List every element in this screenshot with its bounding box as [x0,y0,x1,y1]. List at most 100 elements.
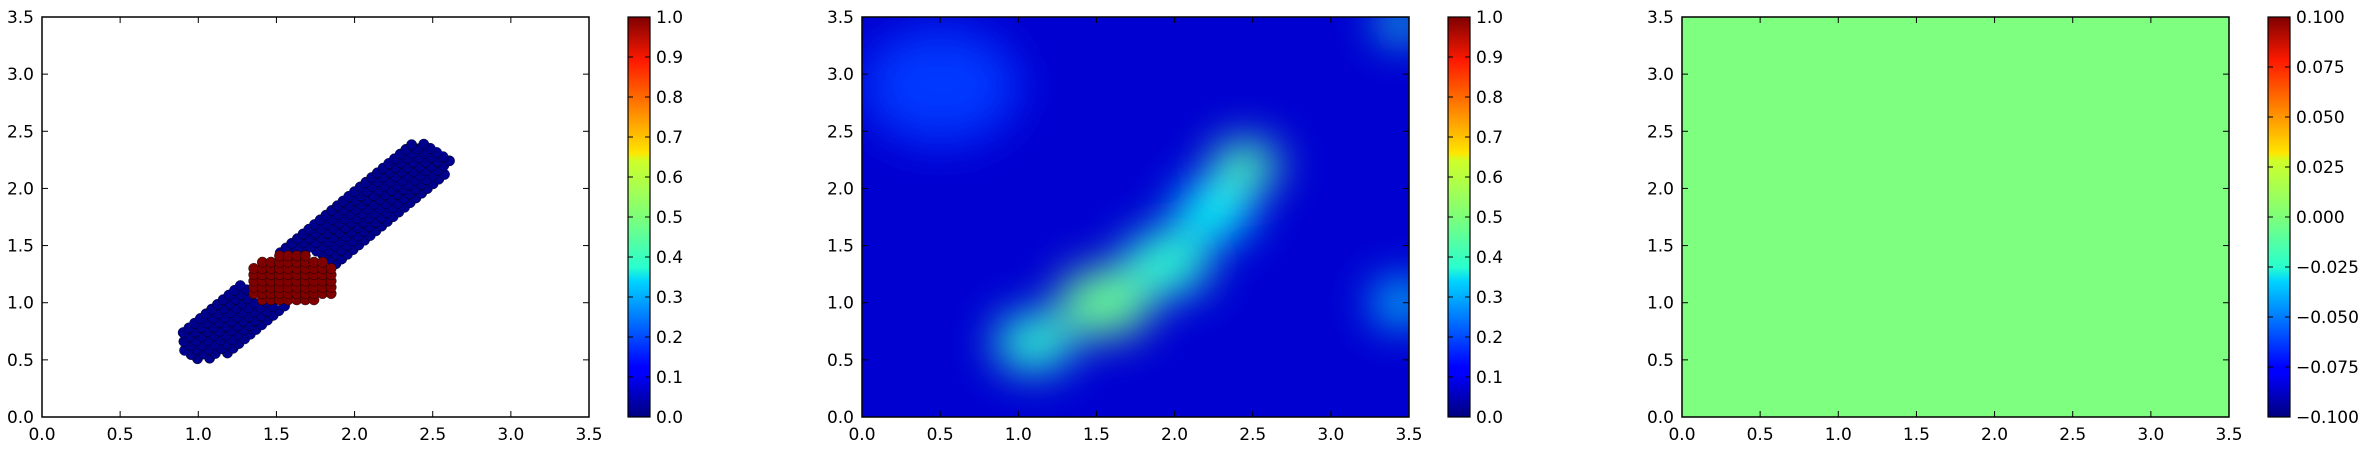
colorbar-tick-label: 0.1 [656,368,683,388]
field-blob [862,28,1019,143]
colorbar-tick-label: −0.100 [2296,408,2359,428]
y-tick-label: 0.0 [7,408,34,428]
colorbar-tick-label: 0.6 [1476,168,1503,188]
x-tick-label: 1.5 [1083,425,1110,445]
colorbar-tick-label: 0.2 [1476,328,1503,348]
colorbar-tick-label: 0.6 [656,168,683,188]
x-tick-label: 0.0 [28,425,55,445]
y-tick-label: 3.5 [1647,8,1674,28]
x-tick-label: 0.0 [1668,425,1695,445]
scatter-point-high [325,263,337,274]
x-tick-label: 2.0 [1981,425,2008,445]
colorbar-tick-label: 0.3 [1476,288,1503,308]
colorbar-gradient [2268,17,2290,417]
x-tick-label: 1.5 [1903,425,1930,445]
colorbar: 0.0 0.1 0.2 0.3 0.4 0.5 0.6 0.7 0.8 0.9 1.0 [627,8,683,428]
uniform-field [1682,17,2229,417]
y-tick-label: 2.5 [7,122,34,142]
y-tick-label: 0.5 [7,351,34,371]
colorbar-tick-label: −0.025 [2296,258,2359,278]
colorbar: 0.0 0.1 0.2 0.3 0.4 0.5 0.6 0.7 0.8 0.9 1.0 [1447,8,1503,428]
colorbar-tick-label: 0.5 [1476,208,1503,228]
x-tick-label: 0.5 [1747,425,1774,445]
y-tick-label: 1.0 [7,294,34,314]
heatmap-field [862,17,1409,417]
x-tick-label: 3.5 [2215,425,2242,445]
x-tick-label: 0.5 [927,425,954,445]
plot-frame [41,16,590,418]
x-tick-label: 2.0 [341,425,368,445]
scatter-panel: 0.0 0.5 1.0 1.5 2.0 2.5 3.0 3.5 0.0 0.5 1.0 1.5 2.0 2… [7,8,683,445]
colorbar-tick-label: 0.100 [2296,8,2345,28]
x-tick-label: 0.0 [848,425,875,445]
field-blob [1122,230,1211,295]
x-tick-label: 2.5 [419,425,446,445]
uniform-heatmap-panel: 0.0 0.5 1.0 1.5 2.0 2.5 3.0 3.5 0.0 0.5 1.0 1.5 2.0 2… [1647,8,2359,445]
x-tick-label: 2.0 [1161,425,1188,445]
y-tick-label: 3.0 [1647,65,1674,85]
x-tick-label: 1.0 [1005,425,1032,445]
y-tick-label: 2.0 [7,179,34,199]
y-tick-label: 0.5 [1647,351,1674,371]
plot-frame [1681,16,2230,418]
x-tick-label: 2.5 [1239,425,1266,445]
colorbar-tick-label: 0.7 [1476,128,1503,148]
colorbar-tick-label: 0.9 [1476,48,1503,68]
y-tick-label: 1.0 [1647,294,1674,314]
x-tick-label: 3.5 [1395,425,1422,445]
axes: 0.0 0.5 1.0 1.5 2.0 2.5 3.0 3.5 0.0 0.5 1.0 1.5 2.0 2… [1647,8,2243,445]
x-tick-label: 3.5 [575,425,602,445]
colorbar-tick-label: −0.075 [2296,358,2359,378]
colorbar: −0.100 −0.075 −0.050 −0.025 0.000 0.025 0.050 0… [2267,8,2359,428]
scatter-point [406,139,418,151]
colorbar-tick-label: 0.5 [656,208,683,228]
x-tick-label: 3.0 [497,425,524,445]
x-tick-label: 1.5 [263,425,290,445]
colorbar-tick-label: 0.025 [2296,158,2345,178]
x-tick-label: 3.0 [2137,425,2164,445]
scatter-point [418,138,430,150]
field-blob [1210,140,1280,191]
colorbar-tick-label: 0.9 [656,48,683,68]
colorbar-tick-label: 0.4 [1476,248,1503,268]
field-blob [1377,17,1409,40]
y-tick-label: 2.0 [827,179,854,199]
x-tick-label: 1.0 [1825,425,1852,445]
colorbar-gradient [1448,17,1470,417]
colorbar-tick-label: −0.050 [2296,308,2359,328]
colorbar-tick-label: 0.0 [1476,408,1503,428]
y-tick-label: 1.0 [827,294,854,314]
x-tick-label: 1.0 [185,425,212,445]
y-tick-label: 3.0 [7,65,34,85]
y-tick-label: 1.5 [7,237,34,257]
y-tick-label: 1.5 [1647,237,1674,257]
scatter-point-high [299,250,311,262]
y-tick-label: 1.5 [827,237,854,257]
colorbar-tick-label: 0.7 [656,128,683,148]
colorbar-tick-label: 0.075 [2296,58,2345,78]
colorbar-tick-label: 0.3 [656,288,683,308]
field-blob [994,314,1073,372]
colorbar-tick-label: 1.0 [656,8,683,28]
colorbar-tick-label: 0.2 [656,328,683,348]
field-blob [1057,268,1152,337]
y-tick-label: 3.5 [827,8,854,28]
x-tick-label: 0.5 [107,425,134,445]
colorbar-tick-label: 1.0 [1476,8,1503,28]
y-tick-label: 2.0 [1647,179,1674,199]
field-blobs [862,17,1409,372]
axes: 0.0 0.5 1.0 1.5 2.0 2.5 3.0 3.5 0.0 0.5 1.0 1.5 2.0 2… [7,8,603,445]
colorbar-tick-label: 0.8 [1476,88,1503,108]
scatter-point [234,280,246,292]
colorbar-gradient [628,17,650,417]
y-tick-label: 3.5 [7,8,34,28]
y-tick-label: 3.0 [827,65,854,85]
field-blob [1373,282,1409,324]
colorbar-tick-label: 0.8 [656,88,683,108]
colorbar-tick-label: 0.050 [2296,108,2345,128]
scatter-marks [177,138,455,365]
y-tick-label: 2.5 [1647,122,1674,142]
y-tick-label: 0.0 [1647,408,1674,428]
colorbar-tick-label: 0.4 [656,248,683,268]
